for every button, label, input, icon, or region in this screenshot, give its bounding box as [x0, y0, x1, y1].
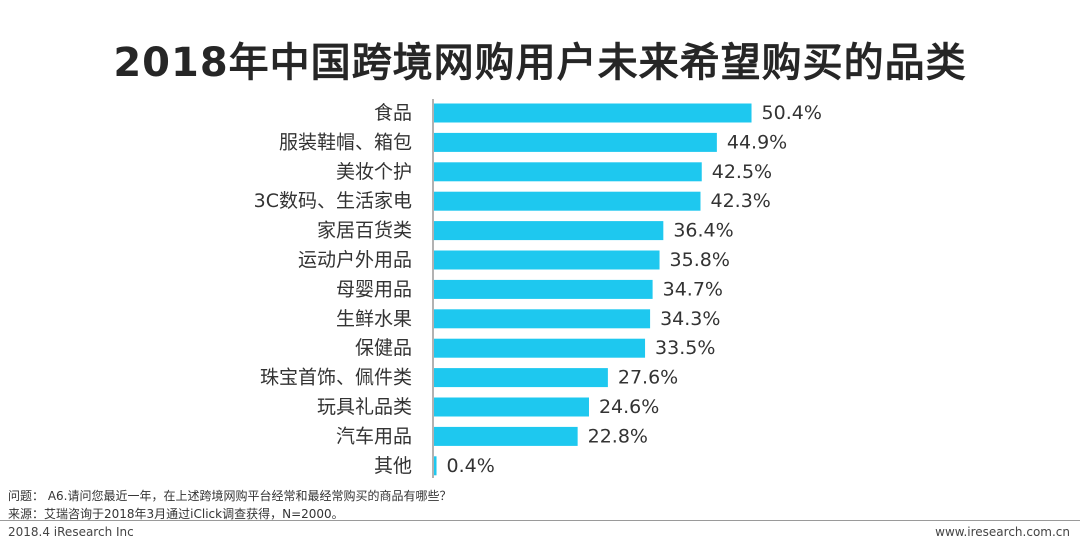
- bar: [434, 191, 701, 211]
- value-label: 0.4%: [447, 455, 495, 477]
- bar: [434, 132, 717, 152]
- category-label: 家居百货类: [317, 220, 412, 242]
- bar: [434, 456, 437, 476]
- value-label: 35.8%: [670, 249, 730, 271]
- category-label: 保健品: [355, 337, 412, 359]
- bar-chart: 食品 50.4% 服装鞋帽、箱包 44.9% 美妆个护 42.5% 3C数码、生活家电 42.…: [254, 99, 822, 478]
- category-label: 珠宝首饰、佩件类: [260, 367, 412, 389]
- survey-question: 问题： A6.请问您最近一年，在上述跨境网购平台经常和最经常购买的商品有哪些？: [8, 489, 452, 503]
- value-label: 44.9%: [727, 131, 787, 153]
- value-label: 34.7%: [663, 278, 723, 300]
- category-label: 美妆个护: [336, 161, 412, 183]
- value-label: 42.3%: [710, 190, 770, 212]
- value-label: 50.4%: [762, 102, 822, 124]
- value-label: 33.5%: [655, 337, 715, 359]
- website-url: www.iresearch.com.cn: [935, 525, 1070, 539]
- bar: [434, 279, 653, 299]
- category-label: 玩具礼品类: [317, 396, 412, 418]
- bar: [434, 397, 589, 417]
- value-label: 36.4%: [673, 220, 733, 242]
- category-label: 食品: [374, 102, 412, 124]
- data-source: 来源：艾瑞咨询于2018年3月通过iClick调查获得，N=2000。: [8, 507, 344, 521]
- category-label: 运动户外用品: [298, 249, 412, 271]
- chart-title: 2018年中国跨境网购用户未来希望购买的品类: [113, 40, 967, 86]
- value-label: 42.5%: [712, 161, 772, 183]
- value-label: 27.6%: [618, 367, 678, 389]
- category-label: 3C数码、生活家电: [254, 190, 412, 212]
- bar: [434, 250, 660, 270]
- category-label: 生鲜水果: [336, 308, 412, 330]
- bar: [434, 221, 664, 241]
- category-label: 其他: [374, 455, 412, 477]
- value-label: 22.8%: [588, 425, 648, 447]
- footer-divider: [0, 520, 1080, 545]
- category-label: 母婴用品: [336, 278, 412, 300]
- category-label: 服装鞋帽、箱包: [279, 131, 412, 153]
- value-label: 34.3%: [660, 308, 720, 330]
- bar: [434, 103, 752, 123]
- category-label: 汽车用品: [336, 425, 412, 447]
- bars-layer: 食品 50.4% 服装鞋帽、箱包 44.9% 美妆个护 42.5% 3C数码、生活家电 42.…: [254, 102, 822, 477]
- copyright: 2018.4 iResearch Inc: [8, 525, 134, 539]
- value-label: 24.6%: [599, 396, 659, 418]
- bar: [434, 368, 608, 388]
- bar: [434, 338, 646, 358]
- bar: [434, 426, 578, 446]
- bar: [434, 309, 651, 329]
- bar: [434, 162, 702, 182]
- footnote: 问题： A6.请问您最近一年，在上述跨境网购平台经常和最经常购买的商品有哪些？ …: [8, 487, 451, 523]
